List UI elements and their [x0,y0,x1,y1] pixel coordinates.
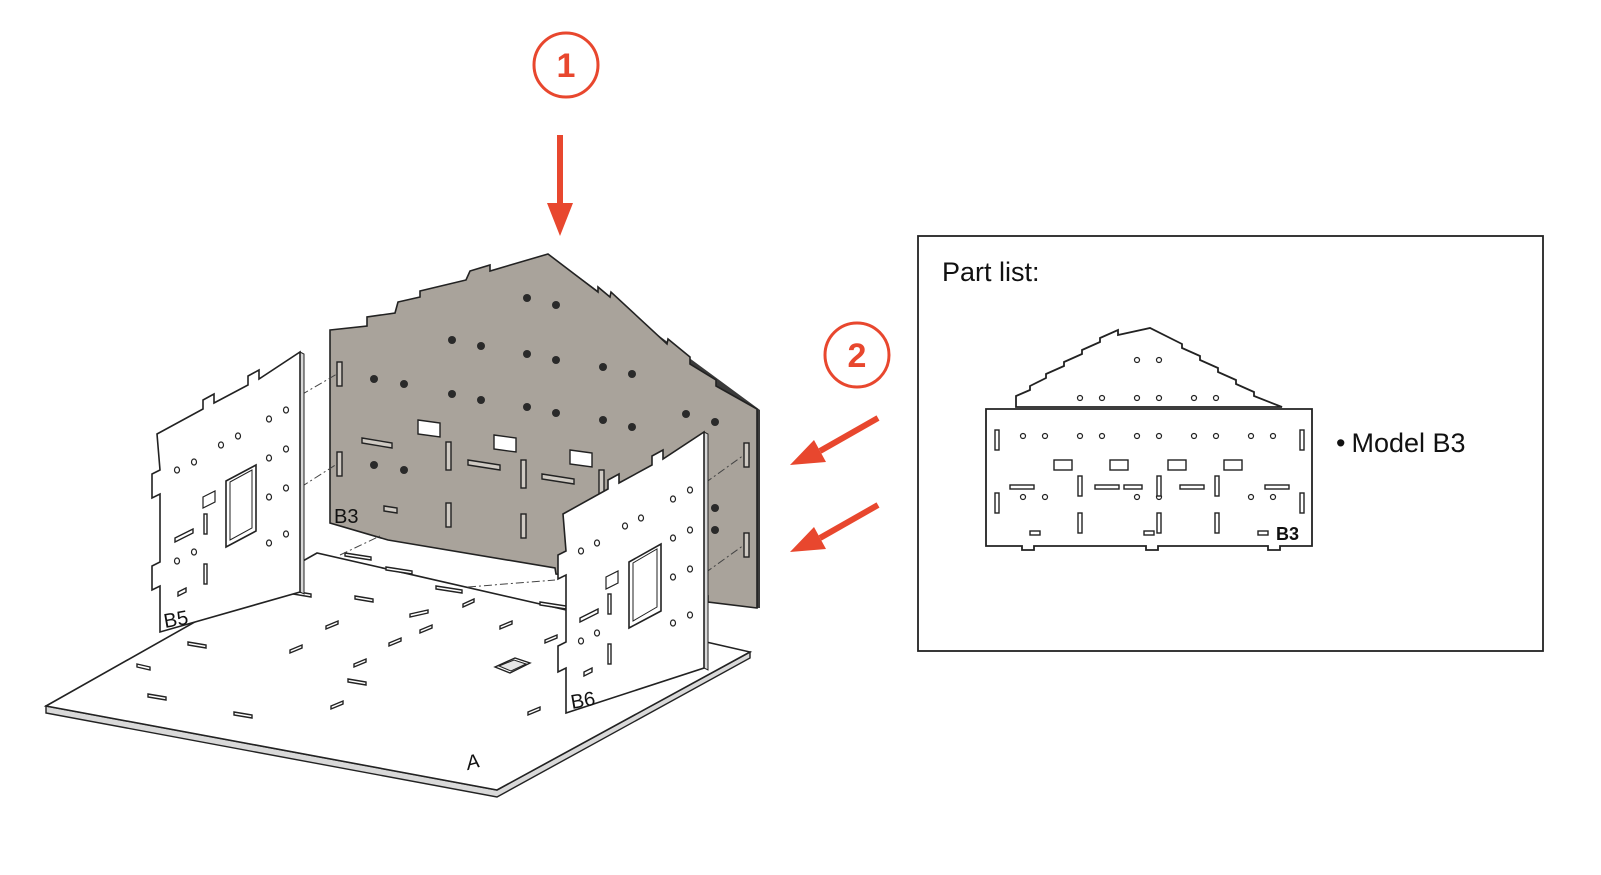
back-wall-slots [336,361,750,558]
part-list-item-label: Model B3 [1351,428,1465,458]
right-wall-label: B6 [569,688,597,714]
step-2-number: 2 [848,337,867,375]
step-1-arrow-icon [547,135,573,236]
part-list-holes [1019,356,1277,501]
step-2-badge: 2 [823,321,891,389]
part-list-box: Part list: [917,235,1544,652]
alignment-guides [300,373,745,588]
part-list-drawing-label: B3 [1276,524,1299,544]
part-list-title: Part list: [942,257,1040,287]
step-1-badge: 1 [532,31,600,99]
part-list-item: • Model B3 [1336,428,1466,458]
left-wall-holes [173,406,290,565]
step-1-number: 1 [557,47,576,85]
back-wall-label: B3 [334,506,358,528]
base-plate-label: A [463,750,483,775]
part-list-slots [994,429,1305,536]
right-wall-holes [577,486,694,645]
bullet-icon: • [1336,428,1345,458]
left-wall-label: B5 [162,607,190,633]
step-2-arrow-upper-icon [790,415,880,465]
back-wall-holes [370,294,719,534]
step-2-arrow-lower-icon [790,502,880,552]
left-wall-b5: B5 [151,350,305,634]
part-list-b3-drawing: B3 [985,327,1313,551]
right-wall-b6: B6 [557,430,709,715]
